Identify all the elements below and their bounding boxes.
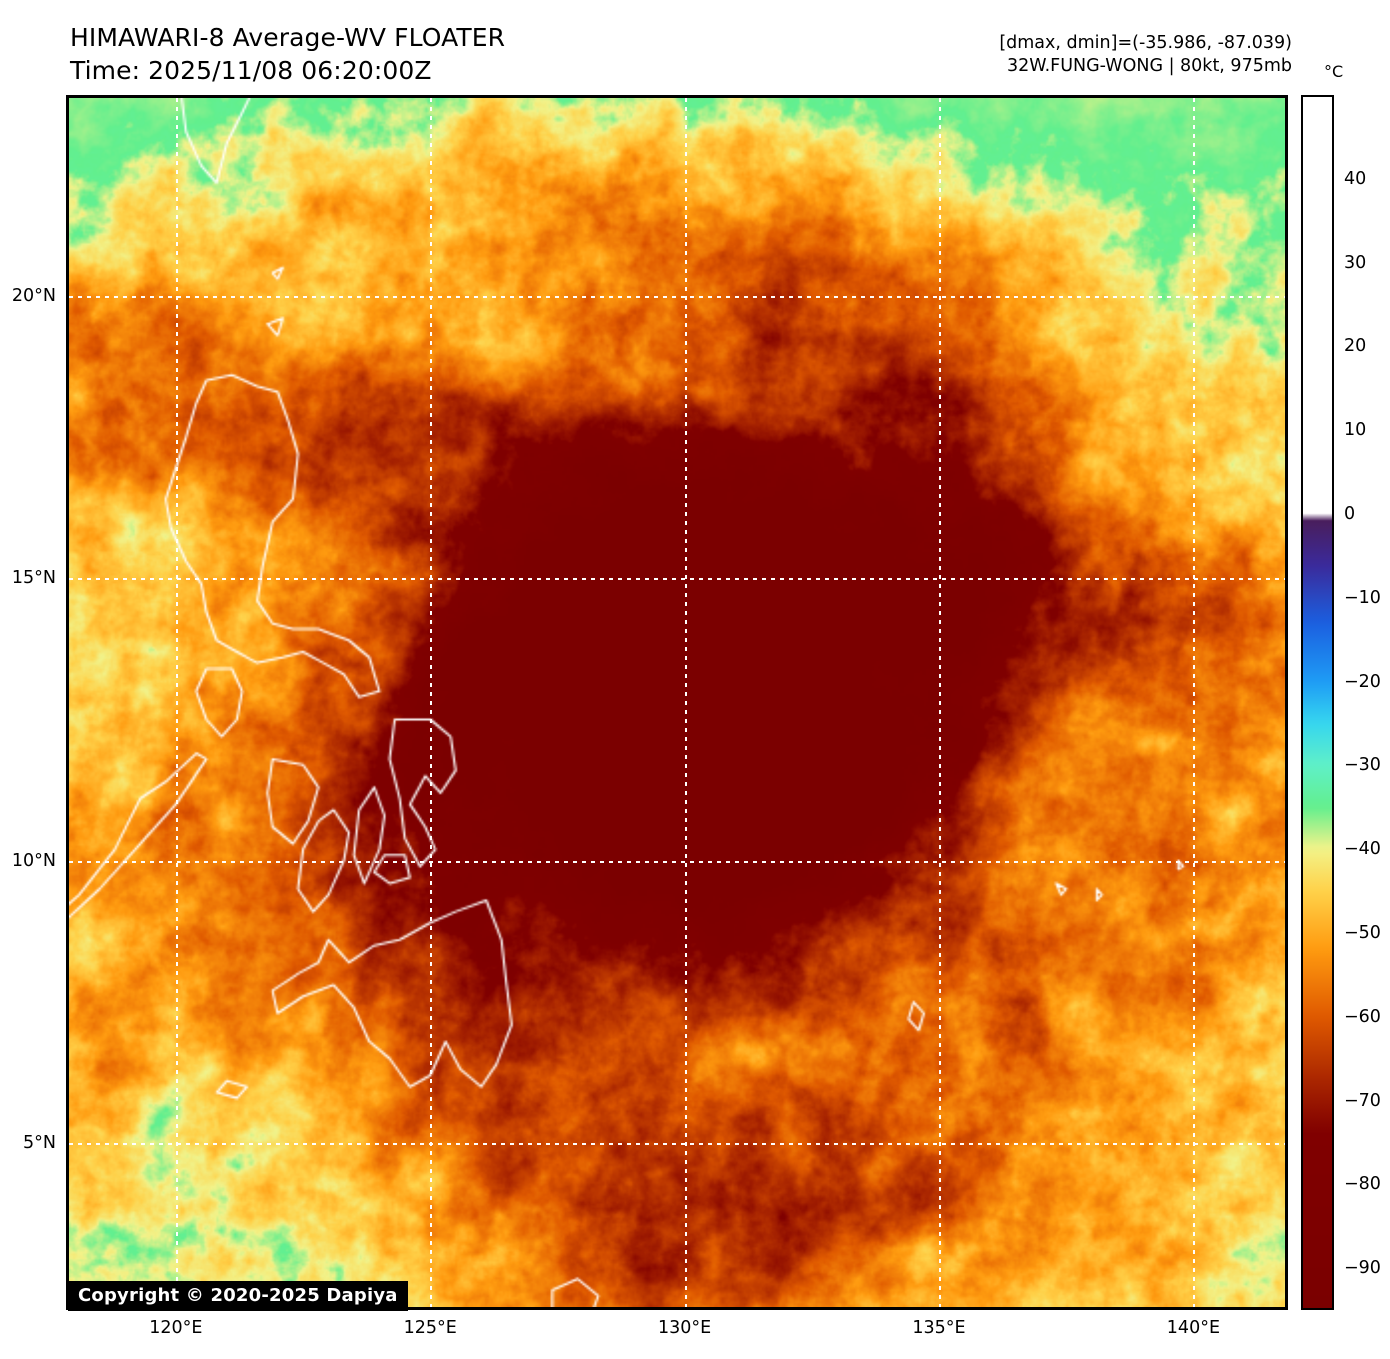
- copyright-banner: Copyright © 2020-2025 Dapiya: [68, 1281, 408, 1311]
- colorbar-unit-label: °C: [1324, 62, 1344, 81]
- title-block: HIMAWARI-8 Average-WV FLOATER Time: 2025…: [70, 22, 505, 87]
- satellite-map-panel[interactable]: [66, 95, 1288, 1310]
- colorbar-tick-label: −60: [1344, 1006, 1381, 1027]
- colorbar-tick-label: 10: [1344, 420, 1367, 441]
- metadata-block: [dmax, dmin]=(-35.986, -87.039) 32W.FUNG…: [999, 32, 1292, 78]
- colorbar-tick-label: 40: [1344, 168, 1367, 189]
- longitude-tick-label: 135°E: [912, 1318, 966, 1338]
- colorbar-tick-label: −80: [1344, 1174, 1381, 1195]
- page-title: HIMAWARI-8 Average-WV FLOATER: [70, 23, 506, 52]
- latitude-tick-label: 5°N: [23, 1133, 56, 1154]
- colorbar-tick-label: −10: [1344, 587, 1381, 608]
- colorbar-tick-label: −30: [1344, 755, 1381, 776]
- colorbar-tick-label: 20: [1344, 336, 1367, 357]
- colorbar-tick-label: −50: [1344, 922, 1381, 943]
- colorbar-tick-label: −40: [1344, 839, 1381, 860]
- latitude-tick-label: 20°N: [11, 285, 56, 306]
- longitude-tick-label: 120°E: [149, 1318, 203, 1338]
- longitude-tick-label: 125°E: [403, 1318, 457, 1338]
- satellite-imagery: [69, 98, 1285, 1307]
- colorbar: [1301, 95, 1334, 1310]
- colorbar-gradient: [1303, 97, 1332, 1308]
- dmax-dmin-label: [dmax, dmin]=(-35.986, -87.039): [999, 33, 1292, 53]
- colorbar-tick-label: 0: [1344, 503, 1356, 524]
- storm-info-label: 32W.FUNG-WONG | 80kt, 975mb: [1007, 55, 1292, 76]
- latitude-tick-label: 10°N: [11, 850, 56, 871]
- longitude-tick-label: 130°E: [658, 1318, 712, 1338]
- latitude-tick-label: 15°N: [11, 568, 56, 589]
- timestamp-label: Time: 2025/11/08 06:20:00Z: [70, 55, 432, 85]
- colorbar-tick-label: 30: [1344, 252, 1367, 273]
- colorbar-tick-label: −90: [1344, 1258, 1381, 1279]
- colorbar-tick-label: −20: [1344, 671, 1381, 692]
- colorbar-tick-label: −70: [1344, 1090, 1381, 1111]
- longitude-tick-label: 140°E: [1166, 1318, 1221, 1338]
